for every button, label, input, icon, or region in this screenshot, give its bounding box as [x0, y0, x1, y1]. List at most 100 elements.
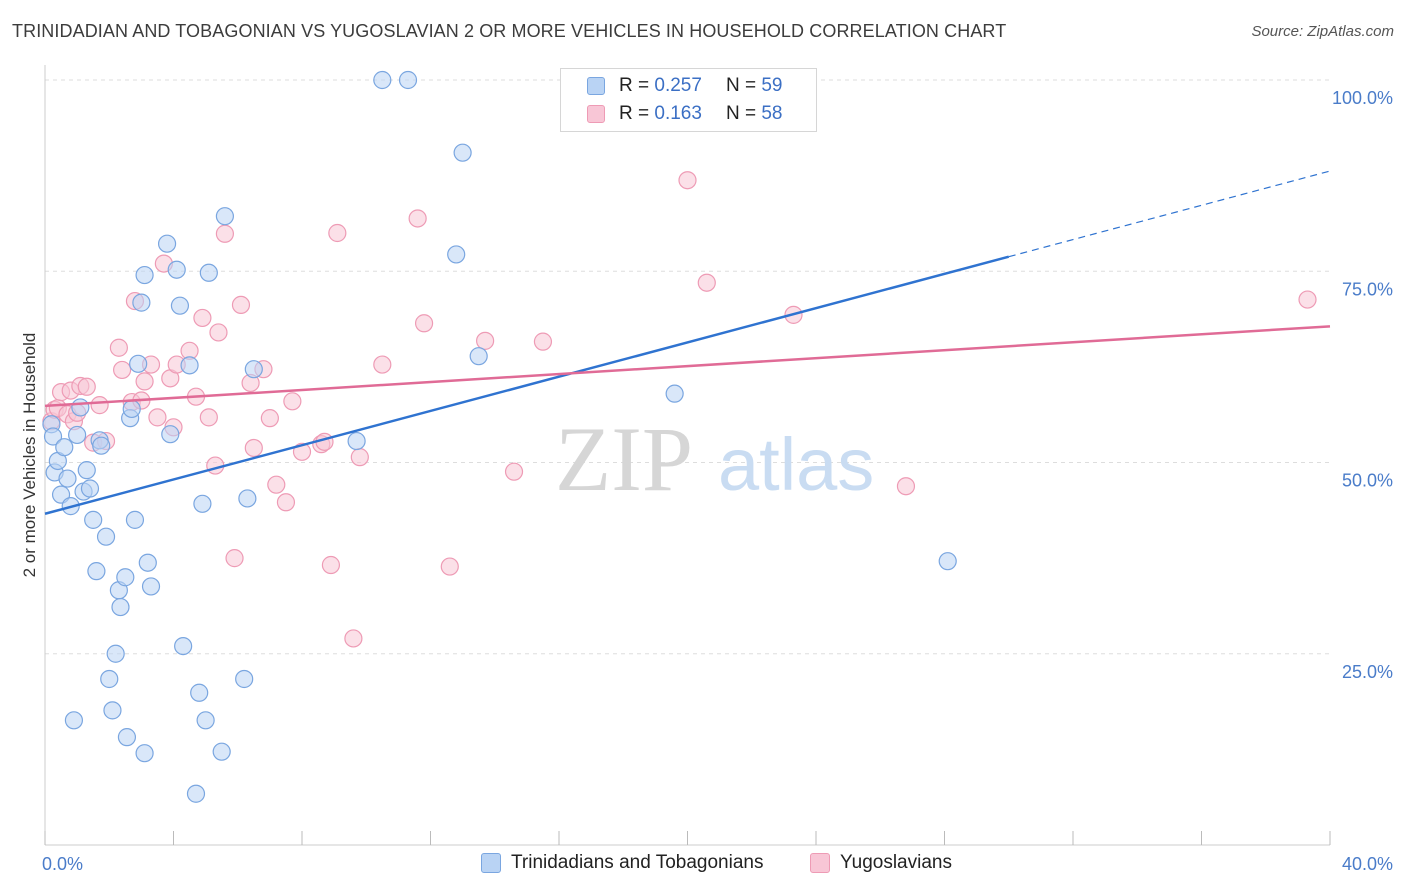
legend-swatch-pink: [587, 105, 605, 123]
yugoslavian-point: [414, 314, 434, 333]
bottom-legend-label: Trinidadians and Tobagonians: [511, 852, 764, 873]
yugoslavian-point: [215, 224, 234, 243]
yugoslavian-point: [244, 438, 263, 458]
legend-r-label: R =: [619, 75, 650, 96]
legend-swatch-blue: [587, 77, 605, 95]
trinidadian-point: [469, 347, 488, 366]
bottom-legend-yugoslavians: Yugoslavians: [810, 852, 952, 874]
legend-row-trinidadians: R = 0.257 N = 59: [587, 73, 782, 99]
yugoslavian-point: [697, 273, 716, 292]
trinidadian-point: [453, 143, 472, 162]
trinidadian-point: [141, 577, 161, 596]
trinidadian-point: [167, 260, 186, 279]
trinidadian-point: [238, 489, 257, 508]
trinidadian-point: [447, 245, 466, 264]
yugoslavian-point: [209, 323, 228, 342]
yugoslavian-trend-line: [44, 325, 1331, 408]
yugoslavian-point: [90, 396, 109, 415]
trinidadian-point: [117, 728, 137, 747]
yugoslavian-point: [225, 549, 244, 568]
trinidadian-point: [190, 683, 209, 702]
yugoslavian-point: [373, 355, 392, 374]
axes: [44, 65, 1331, 846]
x-tick-label: 0.0%: [42, 854, 83, 874]
trinidadian-point: [132, 293, 151, 312]
yugoslavian-point: [1298, 290, 1317, 309]
y-tick-label: 75.0%: [1342, 279, 1393, 299]
trinidadian-point: [68, 425, 87, 445]
source-label: Source: ZipAtlas.com: [1251, 23, 1394, 40]
trinidadian-point: [125, 510, 145, 529]
legend-n-value: 59: [761, 75, 783, 96]
trinidadian-point: [212, 742, 231, 761]
y-tick-label: 100.0%: [1332, 88, 1393, 108]
yugoslavian-point: [199, 408, 218, 427]
trinidadian-point: [215, 207, 234, 226]
yugoslavian-point: [533, 332, 553, 351]
legend-r-value: 0.257: [654, 75, 702, 96]
tick-labels: 25.0% 50.0% 75.0% 100.0% 0.0% 40.0%: [42, 88, 1393, 874]
bottom-legend-swatch-blue: [481, 853, 501, 873]
yugoslavian-point: [77, 377, 96, 396]
trinidadian-point: [373, 70, 392, 90]
yugoslavian-point: [267, 475, 286, 494]
watermark-atlas: atlas: [718, 423, 874, 506]
yugoslavian-point: [148, 408, 167, 427]
yugoslavian-point: [231, 295, 251, 315]
yugoslavian-point: [328, 223, 347, 243]
yugoslavian-point: [504, 462, 524, 481]
yugoslavian-point: [350, 448, 369, 467]
yugoslavian-point: [896, 477, 916, 496]
trinidadian-point: [64, 711, 84, 730]
legend-n-value: 58: [761, 103, 783, 124]
trinidadian-point: [111, 597, 130, 617]
yugoslavian-point: [476, 331, 495, 350]
trinidadian-point: [135, 744, 154, 763]
bottom-legend-trinidadians: Trinidadians and Tobagonians: [481, 852, 763, 874]
yugoslavian-point: [283, 392, 302, 411]
trinidadian-point: [129, 354, 148, 373]
trinidadian-point: [77, 461, 96, 480]
trinidadian-point: [106, 644, 125, 663]
trinidadian-point: [103, 701, 122, 720]
trinidadian-point: [84, 510, 103, 529]
legend-row-yugoslavians: R = 0.163 N = 58: [587, 101, 782, 127]
bottom-legend-label: Yugoslavians: [840, 852, 952, 873]
trinidadian-point: [170, 296, 190, 315]
trinidadian-point: [398, 70, 418, 90]
legend-r-label: R =: [619, 103, 650, 124]
trinidadian-point: [193, 494, 212, 513]
trinidadian-point: [87, 562, 106, 581]
trinidadian-point: [96, 527, 116, 546]
yugoslavian-point: [408, 209, 427, 228]
trinidadian-point: [138, 553, 157, 572]
y-tick-label: 50.0%: [1342, 471, 1393, 491]
trinidadian-point: [116, 568, 135, 587]
trinidadian-point: [80, 479, 100, 498]
trinidadian-point: [235, 669, 254, 689]
yugoslavian-point: [135, 372, 154, 391]
legend: R = 0.257 N = 59 R = 0.163 N = 58: [560, 68, 817, 132]
yugoslavian-point: [260, 409, 279, 428]
y-axis-label: 2 or more Vehicles in Household: [20, 333, 39, 578]
trinidadian-point: [347, 431, 366, 451]
y-tick-label: 25.0%: [1342, 662, 1393, 682]
legend-r-value: 0.163: [654, 103, 702, 124]
trinidadian-point: [196, 711, 215, 730]
yugoslavian-point: [109, 338, 128, 357]
trinidadian-trend-line: [44, 255, 1010, 515]
yugoslavian-point: [112, 360, 132, 380]
trinidadian-point: [180, 356, 199, 375]
trinidadian-point: [122, 399, 141, 419]
trinidadian-point: [186, 784, 206, 803]
trinidadian-point: [938, 552, 957, 571]
watermark: ZIP atlas: [555, 408, 874, 510]
trinidadian-point: [43, 427, 63, 446]
trinidadian-point: [199, 263, 218, 282]
trinidadian-point: [100, 669, 119, 689]
legend-n-label: N =: [725, 75, 757, 96]
bottom-legend-swatch-pink: [810, 853, 830, 873]
trinidadian-point: [135, 265, 154, 285]
trinidadian-point: [157, 234, 177, 253]
